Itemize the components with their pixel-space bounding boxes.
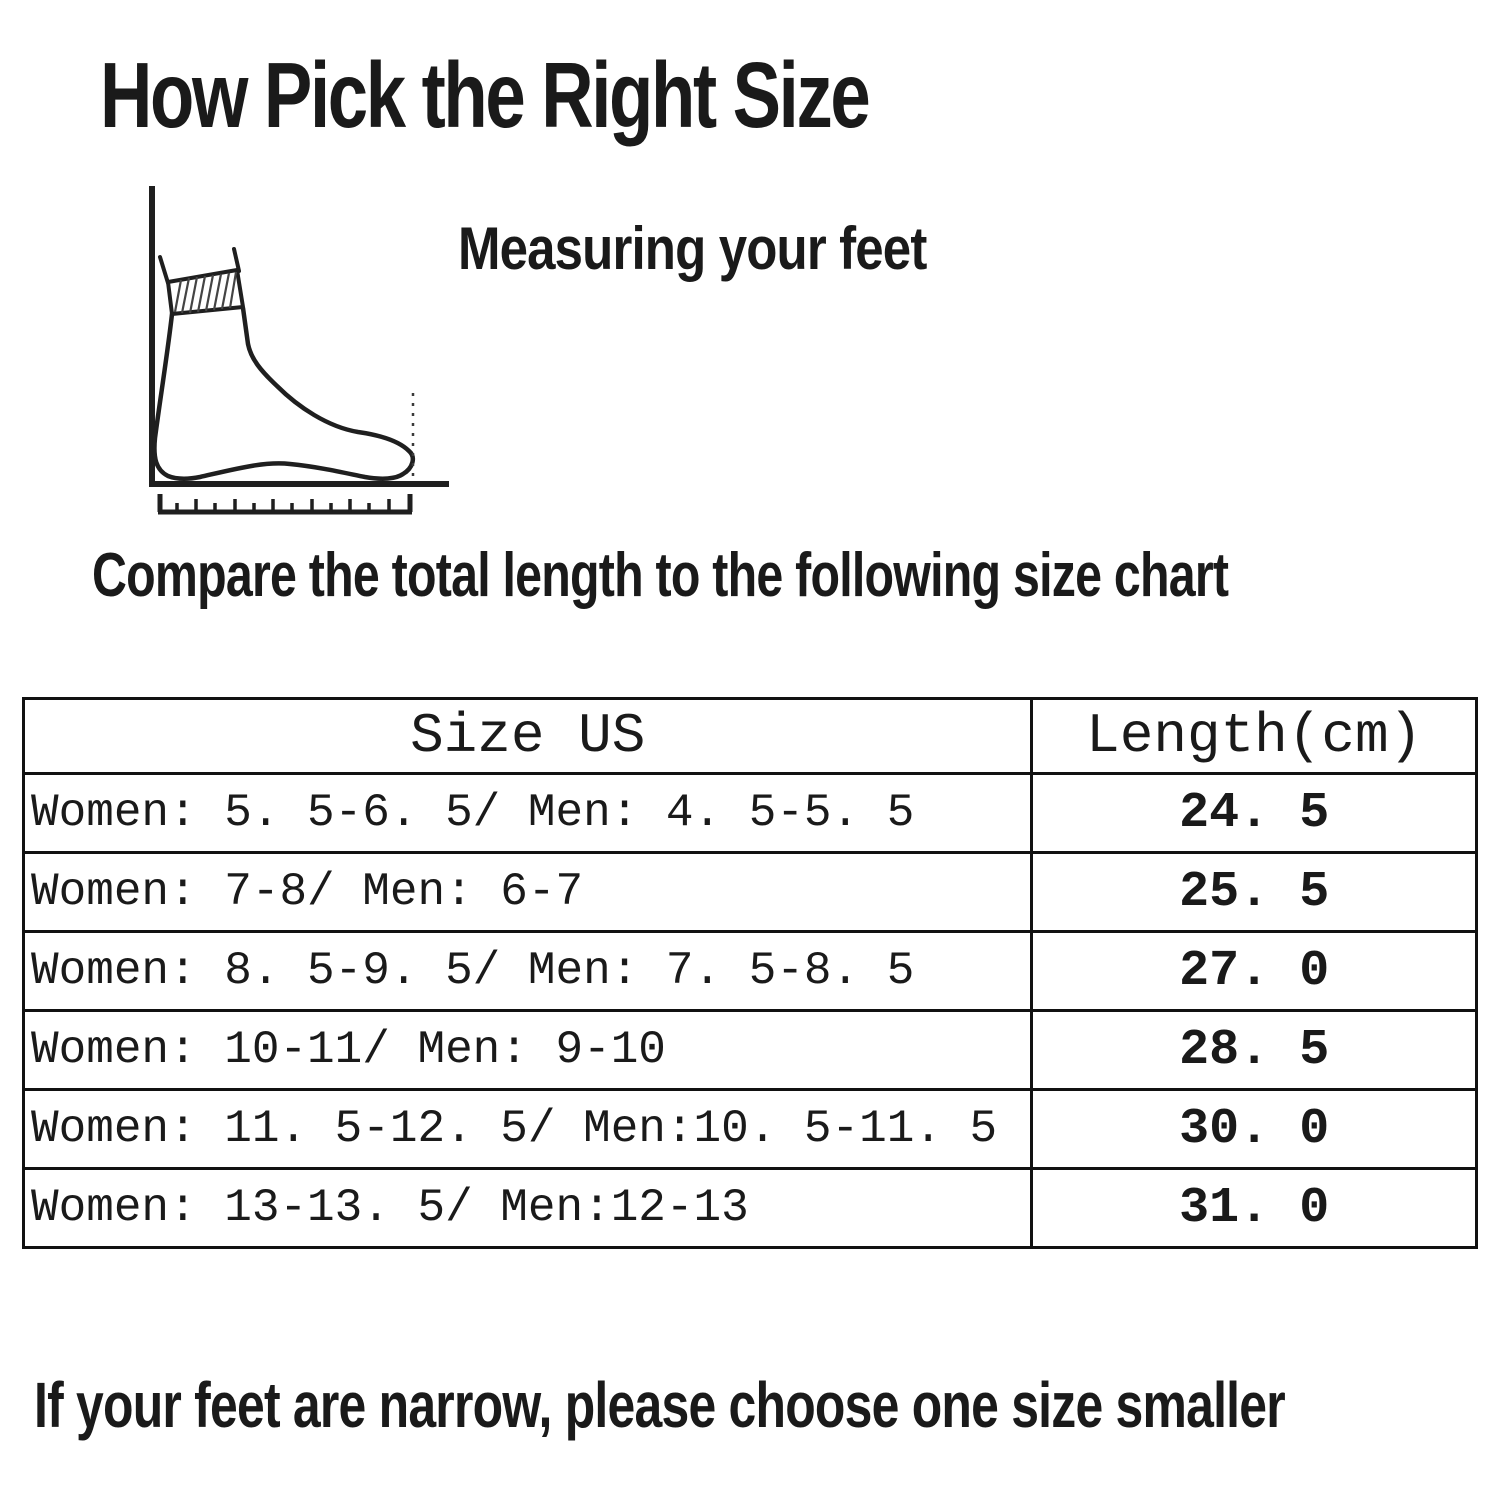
length-cm-cell: 28. 5: [1030, 1009, 1478, 1091]
table-row: Women: 8. 5-9. 5/ Men: 7. 5-8. 5 27. 0: [21, 930, 1478, 1012]
compare-instruction: Compare the total length to the followin…: [92, 541, 1229, 610]
table-row: Women: 5. 5-6. 5/ Men: 4. 5-5. 5 24. 5: [21, 772, 1478, 854]
table-header-row: Size US Length(cm): [21, 697, 1478, 775]
size-us-cell: Women: 8. 5-9. 5/ Men: 7. 5-8. 5: [21, 930, 1034, 1012]
measuring-caption: Measuring your feet: [458, 215, 927, 282]
size-us-cell: Women: 10-11/ Men: 9-10: [21, 1009, 1034, 1091]
length-cm-cell: 25. 5: [1030, 851, 1478, 933]
sock-outline: [152, 305, 416, 481]
table-row: Women: 13-13. 5/ Men:12-13 31. 0: [21, 1167, 1478, 1249]
table-row: Women: 10-11/ Men: 9-10 28. 5: [21, 1009, 1478, 1091]
size-chart-table: Size US Length(cm) Women: 5. 5-6. 5/ Men…: [21, 697, 1478, 1249]
length-cm-column-header: Length(cm): [1030, 697, 1478, 775]
ruler-ticks: [175, 499, 391, 512]
size-us-column-header: Size US: [21, 697, 1034, 775]
size-us-cell: Women: 13-13. 5/ Men:12-13: [21, 1167, 1034, 1249]
cuff-whiskers: [158, 247, 241, 285]
table-row: Women: 7-8/ Men: 6-7 25. 5: [21, 851, 1478, 933]
length-cm-cell: 30. 0: [1030, 1088, 1478, 1170]
page-title: How Pick the Right Size: [100, 43, 871, 147]
foot-measurement-diagram-icon: [149, 186, 449, 515]
cuff-hatching: [173, 271, 238, 314]
table-row: Women: 11. 5-12. 5/ Men:10. 5-11. 5 30. …: [21, 1088, 1478, 1170]
length-cm-cell: 24. 5: [1030, 772, 1478, 854]
length-cm-cell: 31. 0: [1030, 1167, 1478, 1249]
size-us-cell: Women: 7-8/ Men: 6-7: [21, 851, 1034, 933]
size-us-cell: Women: 5. 5-6. 5/ Men: 4. 5-5. 5: [21, 772, 1034, 854]
length-cm-cell: 27. 0: [1030, 930, 1478, 1012]
size-us-cell: Women: 11. 5-12. 5/ Men:10. 5-11. 5: [21, 1088, 1034, 1170]
narrow-feet-note: If your feet are narrow, please choose o…: [34, 1369, 1286, 1441]
